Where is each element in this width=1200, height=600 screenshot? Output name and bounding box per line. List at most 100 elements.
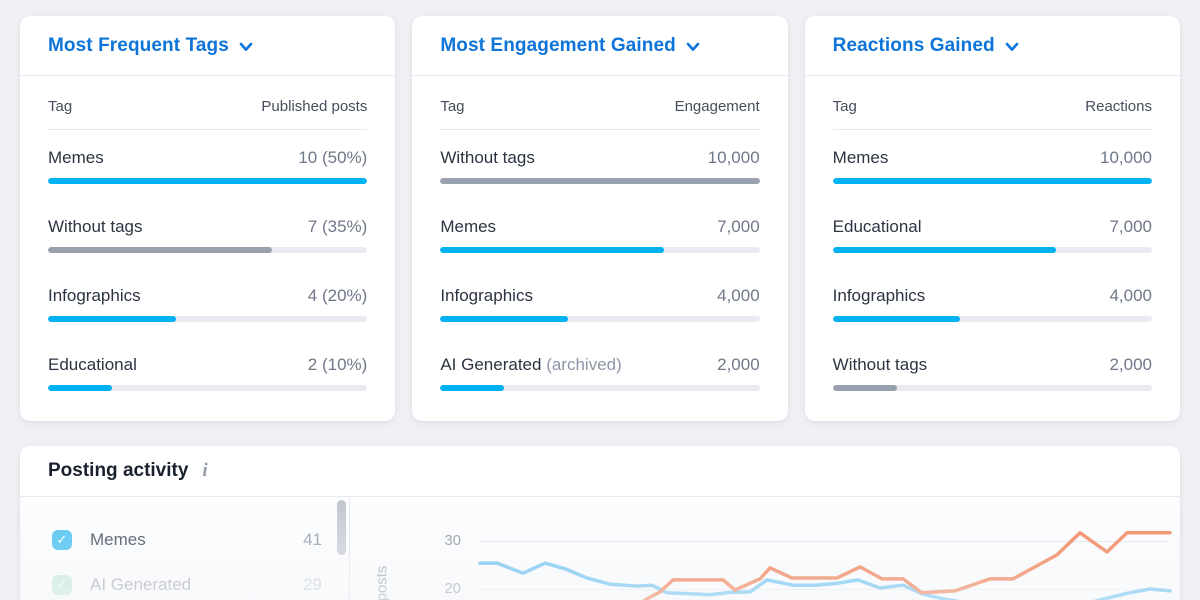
tag-value: 2,000	[717, 355, 760, 374]
progress-bar	[48, 385, 368, 391]
checkbox-checked-icon[interactable]: ✓	[52, 530, 72, 550]
progress-bar	[48, 178, 368, 184]
tag-value: 10,000	[707, 148, 760, 167]
tag-rows: Without tags 10,000 Memes 7,000 Infographi…	[412, 130, 787, 406]
legend-value: 41	[303, 530, 322, 549]
tag-rows: Memes 10 (50%) Without tags 7 (35%) Infogr…	[20, 130, 395, 406]
tag-label: Infographics	[832, 286, 926, 305]
card-most-frequent-tags: Most Frequent Tags Tag Published posts M…	[20, 16, 396, 421]
card-title[interactable]: Most Frequent Tags	[48, 34, 229, 56]
table-header: Tag Published posts	[20, 76, 395, 115]
progress-bar	[440, 247, 760, 253]
card-title-dropdown[interactable]: Most Frequent Tags	[20, 16, 396, 76]
page-title: Posting activity	[48, 460, 189, 481]
legend-item-memes[interactable]: ✓ Memes 41	[52, 527, 322, 553]
progress-bar-fill	[440, 316, 569, 322]
column-header-value: Reactions	[1085, 98, 1152, 115]
tag-value: 7,000	[717, 217, 760, 236]
progress-bar	[440, 385, 760, 391]
card-title-dropdown[interactable]: Most Engagement Gained	[412, 16, 788, 76]
posting-activity-content: ✓ Memes 41 ✓ AI Generated 29 posts 30 20	[20, 497, 1180, 600]
divider	[832, 129, 1152, 130]
column-header-tag: Tag	[48, 98, 73, 115]
tag-label: Educational	[48, 355, 137, 374]
table-header: Tag Reactions	[805, 76, 1180, 115]
card-title[interactable]: Reactions Gained	[832, 34, 995, 56]
progress-bar	[832, 385, 1152, 391]
progress-bar	[832, 247, 1152, 253]
table-row: AI Generated (archived) 2,000	[440, 337, 760, 406]
checkbox-checked-icon[interactable]: ✓	[52, 575, 72, 595]
tag-stat-cards-row: Most Frequent Tags Tag Published posts M…	[20, 16, 1180, 421]
legend-item-ai-generated[interactable]: ✓ AI Generated 29	[52, 572, 322, 598]
legend-label: Memes	[90, 530, 146, 549]
posting-activity-card: Posting activity i ✓ Memes 41 ✓ AI Gener…	[20, 446, 1180, 600]
progress-bar	[832, 178, 1152, 184]
tag-label: Infographics	[48, 286, 141, 305]
posting-activity-header: Posting activity i	[20, 446, 1180, 497]
divider	[440, 129, 760, 130]
tag-value: 4,000	[1109, 286, 1152, 305]
progress-bar	[832, 316, 1152, 322]
table-row: Memes 10,000	[832, 130, 1152, 199]
tag-label: AI Generated (archived)	[440, 355, 622, 374]
progress-bar-fill	[440, 178, 760, 184]
progress-bar-fill	[48, 385, 112, 391]
progress-bar-fill	[832, 316, 961, 322]
legend-value: 29	[303, 575, 322, 594]
tag-value: 2 (10%)	[307, 355, 368, 374]
tag-label: Memes	[832, 148, 889, 167]
table-row: Without tags 7 (35%)	[48, 199, 368, 268]
line-chart-svg	[478, 531, 1172, 600]
table-row: Without tags 2,000	[832, 337, 1152, 406]
progress-bar-fill	[440, 247, 664, 253]
orange-line-series	[643, 531, 1172, 600]
tag-value: 10,000	[1099, 148, 1152, 167]
progress-bar-fill	[440, 385, 505, 391]
progress-bar-fill	[48, 316, 176, 322]
table-row: Without tags 10,000	[440, 130, 760, 199]
table-row: Memes 7,000	[440, 199, 760, 268]
table-row: Infographics 4 (20%)	[48, 268, 368, 337]
legend-scrollbar[interactable]	[337, 500, 346, 600]
progress-bar	[48, 316, 368, 322]
progress-bar-fill	[832, 385, 897, 391]
progress-bar	[440, 316, 760, 322]
tag-value: 10 (50%)	[298, 148, 368, 167]
tag-label: Educational	[832, 217, 922, 236]
card-title[interactable]: Most Engagement Gained	[440, 34, 676, 56]
legend-label: AI Generated	[90, 575, 192, 594]
progress-bar-fill	[48, 247, 272, 253]
tag-rows: Memes 10,000 Educational 7,000 Infographic…	[805, 130, 1180, 406]
progress-bar-fill	[48, 178, 368, 184]
table-header: Tag Engagement	[412, 76, 787, 115]
column-header-value: Engagement	[674, 98, 760, 115]
progress-bar	[440, 178, 760, 184]
progress-bar-fill	[832, 247, 1057, 253]
tag-label: Memes	[48, 148, 104, 167]
table-row: Memes 10 (50%)	[48, 130, 368, 199]
table-row: Infographics 4,000	[832, 268, 1152, 337]
chevron-down-icon[interactable]	[1005, 42, 1019, 52]
column-header-tag: Tag	[440, 98, 465, 115]
scrollbar-thumb[interactable]	[337, 500, 346, 555]
tag-label: Without tags	[48, 217, 143, 236]
tag-value: 7 (35%)	[307, 217, 368, 236]
card-most-engagement-gained: Most Engagement Gained Tag Engagement Wi…	[412, 16, 788, 421]
posting-activity-chart: posts 30 20	[350, 497, 1180, 600]
chevron-down-icon[interactable]	[686, 42, 700, 52]
tag-value: 2,000	[1109, 355, 1152, 374]
column-header-tag: Tag	[832, 98, 857, 115]
tag-value: 7,000	[1109, 217, 1152, 236]
tag-label: Without tags	[440, 148, 535, 167]
progress-bar-fill	[832, 178, 1152, 184]
divider	[48, 129, 368, 130]
chevron-down-icon[interactable]	[239, 42, 253, 52]
tag-legend-panel: ✓ Memes 41 ✓ AI Generated 29	[20, 497, 350, 600]
info-icon[interactable]: i	[202, 460, 208, 481]
column-header-value: Published posts	[261, 98, 368, 115]
tag-label: Without tags	[832, 355, 928, 374]
card-title-dropdown[interactable]: Reactions Gained	[804, 16, 1180, 76]
progress-bar	[48, 247, 368, 253]
